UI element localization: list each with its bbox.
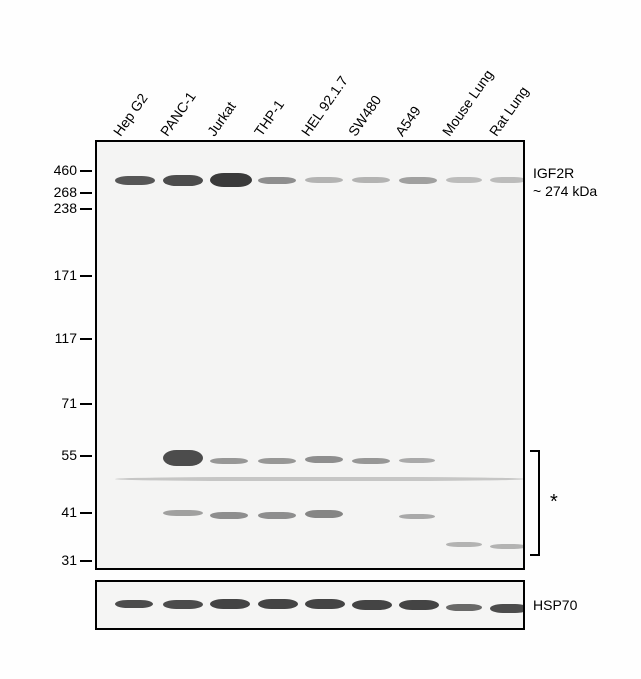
igf2r-band: [352, 177, 390, 183]
nonspecific-band: [399, 458, 435, 463]
western-blot-figure: Hep G2PANC-1Jurkat THP-1 HEL 92.1.7SW480A5…: [35, 35, 615, 655]
nonspecific-band: [446, 542, 482, 547]
igf2r-band: [210, 173, 252, 187]
igf2r-band: [490, 177, 525, 183]
mw-tick: [80, 403, 92, 405]
hsp70-band: [305, 599, 345, 609]
mw-tick: [80, 455, 92, 457]
nonspecific-band: [305, 510, 343, 518]
mw-marker-label: 238: [37, 200, 77, 216]
nonspecific-band: [305, 456, 343, 463]
hsp70-band: [490, 604, 525, 613]
nonspecific-band: [258, 458, 296, 464]
nonspecific-band: [163, 510, 203, 516]
lane-label: Jurkat: [204, 99, 239, 139]
mw-marker-label: 71: [37, 395, 77, 411]
lane-label: PANC-1: [157, 89, 199, 139]
mw-marker-label: 31: [37, 552, 77, 568]
target-mw-label: ~ 274 kDa: [533, 183, 597, 199]
hsp70-band: [115, 600, 153, 608]
nonspecific-band: [399, 514, 435, 519]
lane-label: HEL 92.1.7: [298, 73, 351, 139]
mw-marker-label: 268: [37, 184, 77, 200]
igf2r-band: [115, 176, 155, 185]
lane-label: Rat Lung: [486, 83, 532, 139]
loading-control-panel: [95, 580, 525, 630]
lane-label: THP-1: [251, 97, 287, 139]
mw-tick: [80, 275, 92, 277]
mw-marker-label: 41: [37, 504, 77, 520]
hsp70-band: [399, 600, 439, 610]
lane-label: SW480: [345, 92, 384, 139]
mw-marker-label: 55: [37, 447, 77, 463]
target-protein-label: IGF2R: [533, 165, 574, 181]
hsp70-band: [352, 600, 392, 610]
nonspecific-band: [115, 477, 525, 481]
igf2r-band: [446, 177, 482, 183]
lane-label: A549: [392, 103, 424, 139]
mw-tick: [80, 560, 92, 562]
hsp70-band: [210, 599, 250, 609]
igf2r-band: [305, 177, 343, 183]
nonspecific-band: [490, 544, 525, 549]
hsp70-band: [258, 599, 298, 609]
mw-marker-label: 460: [37, 162, 77, 178]
igf2r-band: [163, 175, 203, 186]
mw-tick: [80, 208, 92, 210]
mw-tick: [80, 192, 92, 194]
mw-tick: [80, 338, 92, 340]
lane-label: Hep G2: [110, 90, 151, 139]
nonspecific-band: [210, 512, 248, 519]
loading-control-label: HSP70: [533, 597, 577, 613]
hsp70-band: [163, 600, 203, 609]
lane-labels-row: Hep G2PANC-1Jurkat THP-1 HEL 92.1.7SW480A5…: [95, 35, 525, 145]
nonspecific-band: [163, 450, 203, 466]
igf2r-band: [258, 177, 296, 184]
mw-tick: [80, 170, 92, 172]
mw-marker-label: 117: [37, 330, 77, 346]
nonspecific-bracket: [530, 450, 540, 556]
mw-marker-label: 171: [37, 267, 77, 283]
main-blot-panel: [95, 140, 525, 570]
igf2r-band: [399, 177, 437, 184]
nonspecific-band: [258, 512, 296, 519]
hsp70-band: [446, 604, 482, 611]
nonspecific-band: [352, 458, 390, 464]
nonspecific-band: [210, 458, 248, 464]
mw-tick: [80, 512, 92, 514]
nonspecific-asterisk: *: [550, 491, 558, 514]
